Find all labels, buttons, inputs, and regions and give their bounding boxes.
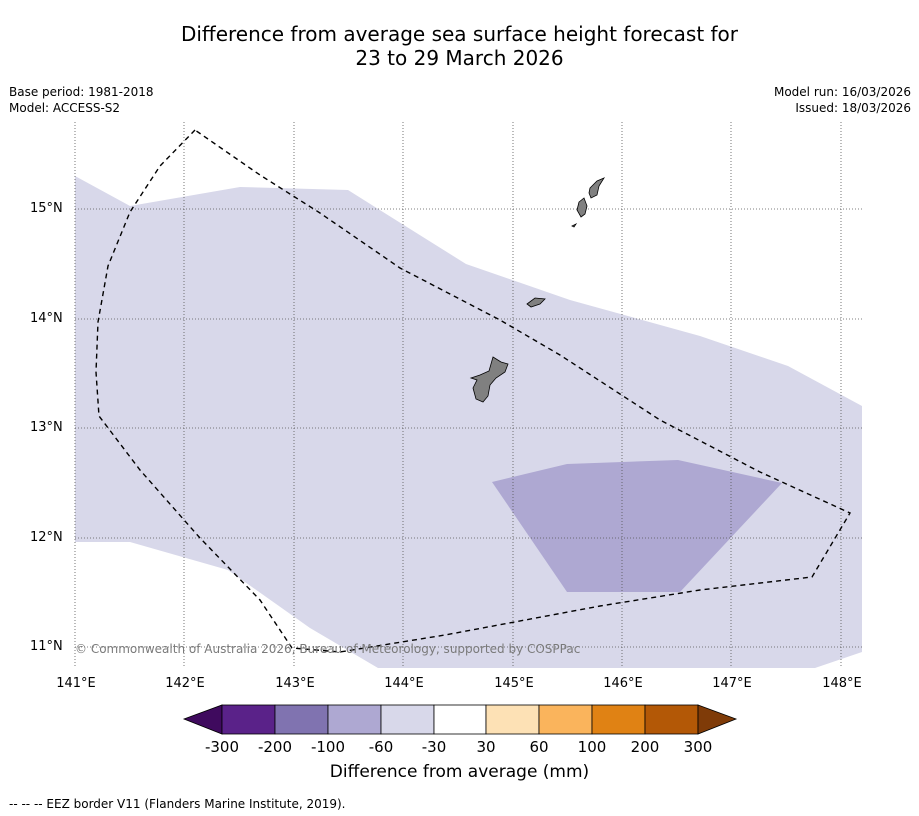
- lon-label: 145°E: [494, 676, 534, 691]
- base-period: Base period: 1981-2018: [9, 85, 154, 99]
- anomaly-region-light: [75, 176, 862, 668]
- title-line-1: Difference from average sea surface heig…: [180, 22, 739, 46]
- colorbar: [182, 704, 738, 735]
- island-rota: [526, 297, 546, 308]
- colorbar-label: 200: [630, 738, 660, 756]
- colorbar-label: 60: [529, 738, 549, 756]
- colorbar-bin: [433, 704, 487, 735]
- colorbar-bin: [538, 704, 593, 735]
- lon-label: 141°E: [56, 676, 96, 691]
- colorbar-extend-max: [697, 704, 738, 735]
- lon-label: 142°E: [165, 676, 205, 691]
- lat-label: 14°N: [30, 311, 63, 326]
- colorbar-bin: [380, 704, 435, 735]
- colorbar-label: -300: [204, 738, 240, 756]
- lon-label: 146°E: [603, 676, 643, 691]
- colorbar-label: -100: [310, 738, 346, 756]
- lon-label: 147°E: [712, 676, 752, 691]
- colorbar-extend-min: [182, 704, 223, 735]
- colorbar-title: Difference from average (mm): [329, 762, 590, 782]
- islands: [469, 177, 606, 403]
- title-line-2: 23 to 29 March 2026: [355, 46, 564, 70]
- issued-date: Issued: 18/03/2026: [795, 101, 911, 115]
- gridlines: [74, 122, 862, 668]
- lon-label: 144°E: [384, 676, 424, 691]
- colorbar-bin: [591, 704, 646, 735]
- eez-footer-note: -- -- -- EEZ border V11 (Flanders Marine…: [9, 797, 346, 811]
- model-run: Model run: 16/03/2026: [773, 85, 911, 99]
- island-tinian: [576, 197, 588, 218]
- copyright-notice: © Commonwealth of Australia 2026, Bureau…: [75, 642, 581, 656]
- lat-label: 13°N: [30, 420, 63, 435]
- lat-label: 11°N: [30, 639, 63, 654]
- meta-left: Base period: 1981-2018 Model: ACCESS-S2: [9, 84, 154, 116]
- colorbar-bin: [327, 704, 382, 735]
- lon-label: 143°E: [275, 676, 315, 691]
- lon-label: 148°E: [822, 676, 862, 691]
- colorbar-bin: [274, 704, 329, 735]
- colorbar-bin: [221, 704, 276, 735]
- anomaly-region-mid: [492, 460, 782, 592]
- colorbar-label: 30: [476, 738, 496, 756]
- meta-right: Model run: 16/03/2026 Issued: 18/03/2026: [774, 84, 911, 116]
- map-title: Difference from average sea surface heig…: [0, 22, 919, 70]
- colorbar-label: 100: [577, 738, 607, 756]
- colorbar-label: 300: [683, 738, 713, 756]
- colorbar-label: -30: [421, 738, 447, 756]
- colorbar-label: -60: [368, 738, 394, 756]
- island-guam: [469, 356, 509, 403]
- colorbar-bin: [644, 704, 699, 735]
- colorbar-bin: [485, 704, 540, 735]
- eez-border: [95, 129, 852, 653]
- island-saipan: [588, 177, 606, 199]
- lat-label: 12°N: [30, 530, 63, 545]
- colorbar-label: -200: [257, 738, 293, 756]
- island-aguijan: [571, 222, 578, 228]
- lat-label: 15°N: [30, 201, 63, 216]
- model-name: Model: ACCESS-S2: [9, 101, 121, 115]
